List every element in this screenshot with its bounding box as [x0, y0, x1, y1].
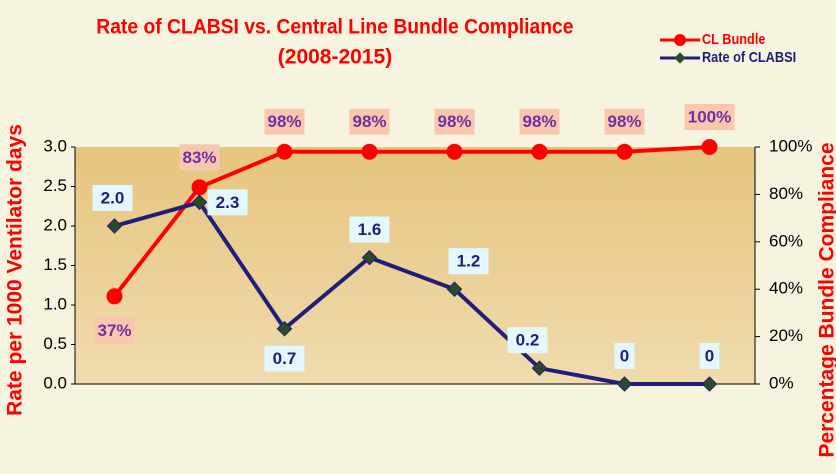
- data-label: 2.3: [216, 193, 240, 212]
- data-label: 98%: [267, 112, 301, 131]
- label-box: [94, 317, 135, 344]
- legend-marker: [674, 34, 686, 46]
- label-box: [92, 185, 133, 211]
- data-label: 0: [620, 346, 629, 365]
- data-label: 98%: [352, 112, 386, 131]
- y2-axis-label: Percentage Bundle Compliance: [816, 142, 836, 457]
- plot-area: [75, 147, 755, 384]
- point: [446, 281, 463, 297]
- label-box: [434, 108, 475, 135]
- data-label: 2.0: [101, 188, 125, 207]
- y2-tick-label: 80%: [769, 184, 803, 203]
- y-tick-label: 2.0: [43, 215, 67, 234]
- y-tick-label: 2.5: [43, 176, 67, 195]
- label-box: [507, 327, 548, 354]
- label-box: [604, 108, 645, 135]
- point: [446, 143, 463, 160]
- point: [531, 143, 548, 160]
- point: [191, 179, 208, 196]
- point: [191, 194, 208, 211]
- point: [276, 320, 293, 337]
- data-label: 98%: [437, 112, 471, 131]
- label-box: [349, 216, 390, 243]
- series-line: [113, 199, 710, 386]
- y2-tick-label: 0%: [769, 373, 794, 392]
- data-label: 83%: [182, 148, 216, 167]
- label-box: [264, 345, 305, 372]
- label-box: [264, 108, 305, 135]
- point: [276, 143, 293, 160]
- legend-marker: [674, 52, 686, 64]
- data-label: 0.7: [273, 349, 297, 368]
- label-box: [614, 343, 635, 369]
- legend-label: Rate of CLABSI: [702, 48, 796, 65]
- data-label: 98%: [522, 112, 556, 131]
- data-label: 98%: [607, 112, 641, 131]
- label-box: [519, 108, 560, 135]
- data-label: 1.6: [358, 220, 382, 239]
- label-box: [207, 189, 248, 216]
- data-label: 0.2: [516, 331, 540, 350]
- data-label: 1.2: [457, 252, 481, 271]
- data-label: 0: [705, 346, 714, 365]
- y2-tick-label: 20%: [769, 326, 803, 345]
- label-box: [179, 144, 220, 171]
- point: [616, 143, 633, 160]
- label-box: [684, 104, 735, 130]
- y-tick-label: 0.0: [43, 373, 67, 392]
- point: [616, 376, 633, 392]
- y2-tick-label: 40%: [769, 279, 803, 298]
- point: [106, 218, 123, 234]
- series-line: [112, 145, 710, 298]
- data-label: 100%: [688, 107, 731, 126]
- y-tick-label: 1.5: [43, 255, 67, 274]
- label-box: [349, 108, 390, 135]
- label-box: [448, 248, 489, 275]
- point: [361, 249, 378, 266]
- point: [361, 143, 378, 160]
- y-tick-label: 0.5: [43, 334, 67, 353]
- y2-tick-label: 60%: [769, 231, 803, 250]
- chart-subtitle: (2008-2015): [278, 46, 392, 69]
- point: [531, 360, 548, 376]
- point: [106, 288, 123, 305]
- chart-title: Rate of CLABSI vs. Central Line Bundle C…: [96, 16, 573, 39]
- legend-label: CL Bundle: [702, 30, 766, 47]
- y-tick-label: 1.0: [43, 294, 67, 313]
- data-label: 37%: [97, 321, 131, 340]
- y2-tick-label: 100%: [769, 136, 812, 155]
- y-axis-label: Rate per 1000 Ventilator days: [4, 124, 27, 416]
- point: [701, 376, 718, 392]
- label-box: [699, 343, 720, 369]
- y-tick-label: 3.0: [43, 136, 67, 155]
- point: [701, 139, 718, 155]
